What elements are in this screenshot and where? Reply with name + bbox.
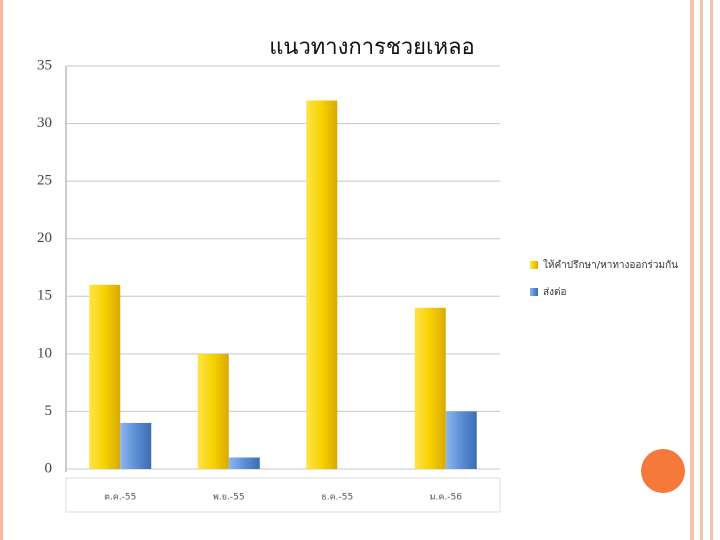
- y-tick-label: 0: [45, 460, 53, 476]
- y-tick-label: 25: [37, 173, 52, 189]
- x-tick-label: ธ.ค.-55: [321, 493, 353, 503]
- y-tick-label: 30: [37, 115, 52, 131]
- ornament: [641, 449, 685, 493]
- legend-label: ให้คำปรึกษา/หาทางออกร่วมกัน: [543, 259, 678, 271]
- bar: [306, 100, 338, 470]
- chart-title: แนวทางการชวยเหลอ: [269, 35, 475, 60]
- y-tick-label: 20: [37, 230, 52, 246]
- x-tick-label: ต.ค.-55: [104, 493, 136, 503]
- x-tick-label: ม.ค.-56: [430, 493, 463, 503]
- y-tick-label: 35: [37, 57, 52, 73]
- bar: [197, 353, 229, 469]
- y-tick-label: 5: [45, 403, 53, 419]
- bar: [445, 411, 477, 469]
- bar: [414, 307, 446, 469]
- legend-label: ส่งต่อ: [543, 287, 567, 298]
- legend-swatch: [530, 288, 538, 296]
- border: [0, 0, 3, 540]
- category-box: [65, 477, 501, 513]
- border: [700, 0, 703, 540]
- legend-swatch: [530, 261, 538, 269]
- bar: [228, 457, 260, 469]
- y-tick-label: 15: [37, 288, 52, 304]
- y-tick-label: 10: [37, 345, 52, 361]
- border: [710, 0, 713, 540]
- x-tick-label: พ.ย.-55: [213, 493, 245, 503]
- border: [690, 0, 694, 540]
- bar: [89, 284, 121, 469]
- bar: [120, 422, 152, 469]
